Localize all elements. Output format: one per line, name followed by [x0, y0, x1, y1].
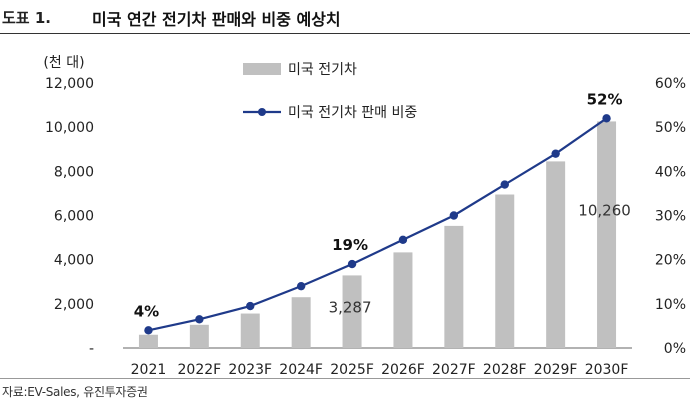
legend-bar-label: 미국 전기차 — [288, 62, 357, 78]
x-tick-label: 2023F — [228, 362, 272, 378]
y-tick-label-right: 10% — [655, 297, 686, 313]
share-line-point — [500, 180, 509, 189]
figure-label: 도표 1. — [2, 9, 51, 27]
x-tick-label: 2025F — [330, 362, 374, 378]
y-tick-label-left: 12,000 — [45, 76, 94, 92]
share-line-point — [144, 326, 153, 335]
x-tick-label: 2026F — [381, 362, 425, 378]
share-line-point — [246, 301, 255, 311]
x-tick-label: 2028F — [483, 362, 527, 378]
share-line-point — [551, 149, 560, 158]
chart: (천 대) - 2,000 4,000 6,000 8,000 10,000 12,000 0%… — [43, 55, 686, 378]
x-tick-label: 2022F — [178, 362, 222, 378]
y-axis-left-title: (천 대) — [43, 55, 84, 71]
bar — [189, 324, 209, 348]
y-tick-label-left: 10,000 — [45, 120, 94, 136]
x-tick-label: 2029F — [534, 362, 578, 378]
share-line-point — [347, 259, 357, 269]
source-note: 자료:EV-Sales, 유진투자증권 — [2, 385, 148, 399]
y-tick-label-right: 0% — [664, 341, 686, 357]
legend-line-label: 미국 전기차 판매 비중 — [288, 105, 417, 121]
bar — [546, 161, 566, 348]
share-line-point — [449, 211, 459, 220]
bar — [291, 297, 311, 348]
header-divider — [0, 33, 690, 34]
y-tick-label-left: 6,000 — [54, 209, 94, 225]
y-tick-label-left: 4,000 — [54, 253, 94, 269]
share-line-point — [296, 281, 306, 291]
bar — [138, 334, 158, 348]
y-tick-label-left: 2,000 — [54, 297, 94, 313]
x-tick-label: 2021 — [131, 362, 167, 378]
footer-divider — [0, 378, 690, 379]
figure-title: 미국 연간 전기차 판매와 비중 예상치 — [92, 10, 341, 29]
x-tick-label: 2024F — [279, 362, 323, 378]
y-tick-label-left: 8,000 — [54, 164, 94, 180]
axes: (천 대) - 2,000 4,000 6,000 8,000 10,000 12,000 0%… — [43, 55, 686, 378]
bar — [444, 225, 464, 348]
share-line-path — [148, 117, 608, 332]
bar — [342, 275, 362, 348]
bar — [597, 121, 617, 348]
bar — [393, 252, 413, 348]
y-tick-label-right: 60% — [655, 76, 686, 92]
share-line-point — [195, 315, 204, 324]
y-tick-label-right: 50% — [655, 120, 686, 136]
share-line — [144, 114, 611, 335]
y-tick-label-right: 30% — [655, 209, 686, 225]
bar — [495, 194, 515, 348]
share-data-label: 19% — [332, 236, 368, 254]
bar — [240, 313, 260, 348]
y-tick-label-left: - — [89, 341, 94, 357]
legend-bar-swatch — [243, 63, 281, 75]
x-tick-label: 2027F — [432, 362, 476, 378]
figure-header: 도표 1. 미국 연간 전기차 판매와 비중 예상치 — [0, 0, 690, 38]
bars — [138, 121, 617, 348]
y-tick-label-right: 40% — [655, 164, 686, 180]
volume-data-label: 3,287 — [329, 298, 372, 316]
share-line-point — [602, 114, 611, 123]
y-tick-label-right: 20% — [655, 253, 686, 269]
x-tick-label: 2030F — [585, 362, 629, 378]
share-data-label: 52% — [587, 90, 623, 108]
share-data-label: 4% — [134, 302, 159, 320]
share-line-point — [398, 235, 408, 244]
legend-line-marker — [258, 108, 266, 116]
data-labels: 4% 19% 52% 3,287 10,260 — [134, 90, 631, 320]
volume-data-label: 10,260 — [578, 201, 631, 219]
